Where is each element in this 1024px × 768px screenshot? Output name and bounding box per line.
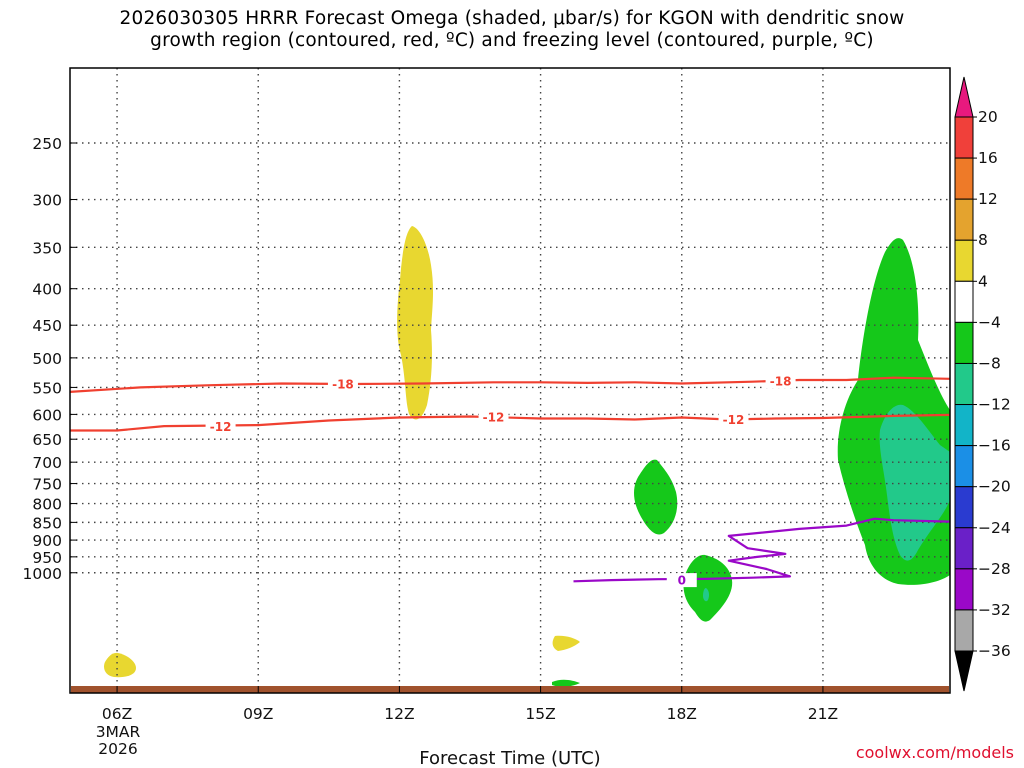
y-tick-label: 700 (32, 454, 62, 472)
colorbar-label: 8 (978, 231, 988, 249)
contour-lines: -18 -18 -12 -12 -12 0 (70, 374, 950, 588)
y-tick-label: 300 (32, 192, 62, 210)
colorbar-label: −36 (978, 642, 1011, 660)
credit-link[interactable]: coolwx.com/models (855, 743, 1014, 762)
colorbar-bin (954, 198, 974, 241)
colorbar-label: 4 (978, 272, 988, 290)
ground-bar (71, 686, 949, 693)
colorbar-label: 16 (978, 149, 998, 167)
contour-line (70, 413, 950, 432)
x-tick-label: 21Z (808, 705, 838, 723)
contour-label-bg (718, 412, 749, 427)
omega-blob-06z-yellow (104, 652, 136, 678)
contour-label: 0 (678, 574, 686, 588)
colorbar-label: −32 (978, 601, 1011, 619)
colorbar-label: −16 (978, 437, 1011, 455)
colorbar-bin (954, 362, 974, 406)
colorbar-bin (954, 239, 974, 282)
colorbar-bottom-arrow (954, 650, 974, 692)
colorbar-bin (954, 321, 974, 364)
colorbar-label: −24 (978, 519, 1011, 537)
y-tick-label: 550 (32, 379, 62, 397)
contour-label: -18 (770, 375, 792, 389)
contour-label: -12 (483, 410, 505, 424)
colorbar-bin (954, 486, 974, 529)
y-axis: 2503003504004505005506006507007508008509… (23, 135, 77, 583)
colorbar-bin (954, 568, 974, 611)
title-line-2: growth region (contoured, red, ºC) and f… (150, 30, 874, 51)
colorbar-bin (954, 404, 974, 447)
y-tick-label: 600 (32, 406, 62, 424)
y-tick-label: 1000 (23, 565, 62, 583)
omega-blob-18z-core (703, 588, 710, 602)
colorbar-label: −28 (978, 560, 1011, 578)
contour-label: -12 (723, 413, 745, 427)
y-tick-label: 900 (32, 532, 62, 550)
omega-blob-15z-yellow (552, 635, 580, 651)
x-tick-label: 09Z (243, 705, 273, 723)
contour-line (70, 376, 950, 393)
x-tick-label: 15Z (525, 705, 555, 723)
x-tick-label: 06Z (102, 705, 132, 723)
contour-label-bg (327, 377, 358, 392)
y-tick-label: 450 (32, 317, 62, 335)
title-line-1: 2026030305 HRRR Forecast Omega (shaded, … (119, 8, 905, 29)
omega-blob-17z (634, 459, 678, 535)
y-tick-label: 950 (32, 549, 62, 567)
colorbar-bin (954, 445, 974, 488)
y-tick-label: 650 (32, 431, 62, 449)
grid-lines (70, 68, 950, 693)
plot-frame (69, 67, 951, 694)
contour-label-bg (765, 374, 796, 389)
colorbar-label: 12 (978, 190, 998, 208)
contour-label-bg (205, 419, 236, 434)
contour-label-bg (478, 409, 509, 424)
omega-blob-18z (683, 554, 733, 622)
contour-label: -18 (332, 378, 354, 392)
colorbar-top-arrow (954, 76, 974, 118)
colorbar-label: −12 (978, 396, 1011, 414)
omega-blob-15z-surface (552, 679, 580, 687)
colorbar: 20 16 12 8 4 −4 −8 −12 −16 −20 −24 −28 −32 −36 (954, 76, 1011, 692)
colorbar-label: −20 (978, 478, 1011, 496)
y-tick-label: 250 (32, 135, 62, 153)
omega-blob-12z-yellow (397, 226, 434, 420)
colorbar-bin (954, 157, 974, 200)
y-tick-label: 850 (32, 514, 62, 532)
colorbar-label: 20 (978, 108, 998, 126)
colorbar-label: −4 (978, 313, 1001, 331)
x-axis: 06Z 09Z 12Z 15Z 18Z 21Z (102, 686, 838, 723)
date-label-day: 3MAR (96, 723, 141, 741)
y-tick-label: 350 (32, 239, 62, 257)
colorbar-bin (954, 609, 974, 652)
y-tick-label: 750 (32, 476, 62, 494)
colorbar-bin (954, 116, 974, 159)
colorbar-bin (954, 280, 974, 323)
x-tick-label: 18Z (667, 705, 697, 723)
chart-title: 2026030305 HRRR Forecast Omega (shaded, … (0, 8, 1024, 52)
contour-label: -12 (210, 420, 232, 434)
omega-shading (104, 226, 950, 687)
x-axis-title: Forecast Time (UTC) (419, 748, 600, 768)
colorbar-label: −8 (978, 354, 1001, 372)
y-tick-label: 800 (32, 496, 62, 514)
x-tick-label: 12Z (384, 705, 414, 723)
colorbar-bin (954, 527, 974, 570)
y-tick-label: 500 (32, 350, 62, 368)
date-label-year: 2026 (98, 740, 137, 758)
contour-label-bg (666, 573, 697, 588)
y-tick-label: 400 (32, 281, 62, 299)
